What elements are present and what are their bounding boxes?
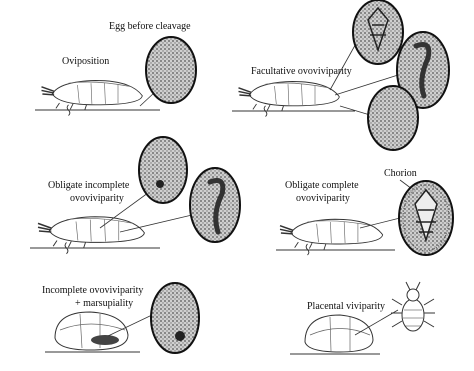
label: Facultative ovoviviparity: [251, 66, 352, 77]
egg: [150, 282, 200, 354]
insect: [54, 311, 129, 351]
egg: [367, 85, 419, 151]
leader: [119, 214, 193, 233]
leader: [334, 74, 399, 96]
egg: [189, 167, 241, 243]
leader: [339, 105, 371, 116]
larva: [391, 281, 435, 332]
leader: [99, 189, 153, 229]
label: Obligate complete: [285, 180, 359, 191]
label: Placental viviparity: [307, 301, 385, 312]
egg: [145, 36, 197, 104]
label: + marsupiality: [75, 298, 133, 309]
label: Oviposition: [62, 56, 109, 67]
leader: [139, 91, 156, 107]
label: ovoviviparity: [296, 193, 350, 204]
label: Chorion: [384, 168, 417, 179]
egg: [352, 0, 404, 65]
leader: [329, 39, 359, 91]
insect: [304, 314, 374, 353]
label: Incomplete ovoviviparity: [42, 285, 143, 296]
label: Egg before cleavage: [109, 21, 191, 32]
leader: [354, 309, 399, 336]
egg: [138, 136, 188, 204]
label: Obligate incomplete: [48, 180, 130, 191]
leader: [107, 314, 153, 337]
label: ovoviviparity: [70, 193, 124, 204]
leader: [359, 217, 401, 229]
